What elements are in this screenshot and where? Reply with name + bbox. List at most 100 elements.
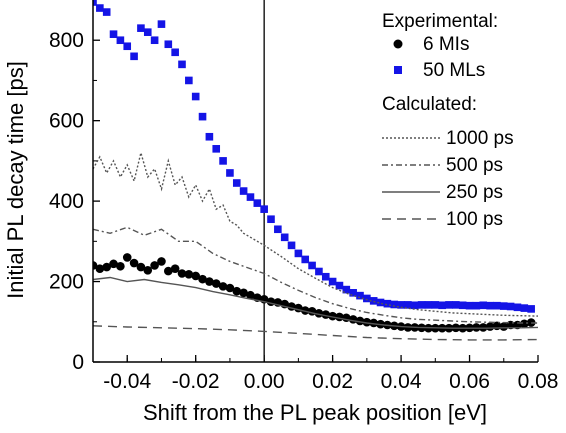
point-50-mls (424, 301, 433, 309)
point-6-mis (246, 290, 255, 300)
point-6-mis (225, 283, 235, 293)
point-6-mis (136, 262, 146, 272)
point-50-mls (226, 169, 234, 177)
point-50-mls (116, 36, 125, 45)
point-6-mis (109, 259, 118, 269)
point-6-mis (198, 274, 207, 284)
point-50-mls (513, 303, 522, 312)
x-tick-label: -0.04 (103, 370, 151, 393)
point-50-mls (404, 301, 412, 309)
point-50-mls (328, 277, 337, 286)
x-tick-label: 0.00 (244, 370, 285, 393)
point-50-mls (150, 36, 159, 45)
legend-label-250-ps: 250 ps (446, 182, 503, 203)
legend-marker-6-mis (393, 39, 403, 49)
point-50-mls (137, 24, 145, 32)
point-50-mls (410, 301, 419, 310)
point-6-mis (150, 261, 159, 270)
point-50-mls (164, 40, 173, 49)
point-50-mls (520, 304, 529, 312)
point-6-mis (369, 318, 378, 328)
point-50-mls (376, 298, 385, 307)
legend-label-100-ps: 100 ps (446, 209, 503, 230)
y-tick-label: 600 (49, 110, 84, 133)
point-50-mls (219, 157, 227, 165)
y-tick-label: 200 (49, 271, 84, 294)
point-50-mls (143, 28, 152, 36)
x-tick-label: -0.02 (172, 370, 220, 393)
point-50-mls (465, 301, 474, 310)
point-6-mis (191, 271, 200, 281)
point-6-mis (211, 279, 221, 288)
legend-experimental-heading: Experimental: (382, 11, 498, 32)
point-50-mls (301, 255, 310, 264)
series-line-1000-ps (93, 150, 538, 317)
point-50-mls (178, 60, 186, 69)
point-6-mis (102, 262, 111, 272)
point-50-mls (185, 76, 193, 85)
plot-area (93, 0, 538, 362)
point-6-mis (472, 323, 481, 332)
point-50-mls (349, 289, 357, 297)
point-50-mls (486, 301, 494, 310)
y-tick-label: 0 (72, 351, 84, 374)
point-6-mis (328, 311, 337, 321)
point-50-mls (102, 8, 111, 16)
y-axis-label: Initial PL decay time [ps] (3, 61, 28, 299)
point-50-mls (274, 225, 282, 234)
point-50-mls (458, 301, 467, 310)
legend-label-500-ps: 500 ps (446, 155, 503, 176)
point-6-mis (239, 288, 248, 298)
point-50-mls (506, 302, 515, 311)
point-50-mls (130, 52, 138, 61)
point-50-mls (267, 215, 275, 224)
point-6-mis (355, 316, 365, 326)
legend-label-50-mls: 50 MLs (423, 60, 485, 81)
x-tick-label: 0.08 (518, 370, 559, 393)
x-tick-label: 0.04 (381, 370, 422, 393)
point-50-mls (232, 179, 241, 187)
point-6-mis (177, 269, 187, 278)
point-50-mls (212, 145, 221, 153)
legend: Experimental: Calculated: 6 MIs 50 MLs 100… (382, 11, 514, 230)
point-50-mls (198, 112, 207, 121)
point-50-mls (445, 301, 453, 309)
point-6-mis (205, 277, 214, 286)
legend-calculated-heading: Calculated: (382, 94, 477, 115)
point-50-mls (390, 300, 399, 309)
y-tick-label: 400 (49, 190, 84, 213)
point-50-mls (417, 301, 426, 309)
point-50-mls (253, 199, 262, 207)
point-6-mis (143, 265, 153, 275)
point-50-mls (335, 281, 344, 290)
point-50-mls (321, 272, 330, 281)
point-50-mls (96, 4, 104, 12)
point-6-mis (116, 261, 125, 271)
point-50-mls (205, 132, 214, 141)
legend-marker-50-mls (394, 66, 402, 74)
point-50-mls (438, 301, 446, 310)
point-50-mls (308, 261, 316, 270)
point-50-mls (280, 233, 289, 242)
point-6-mis (300, 306, 310, 315)
point-50-mls (260, 205, 268, 213)
point-6-mis (362, 317, 372, 327)
x-axis-label: Shift from the PL peak position [eV] (143, 400, 487, 425)
point-50-mls (287, 241, 296, 250)
legend-label-1000-ps: 1000 ps (446, 128, 514, 149)
y-tick-label: 800 (49, 29, 84, 52)
point-50-mls (315, 267, 323, 276)
point-6-mis (520, 319, 529, 329)
series-line-250-ps (93, 276, 538, 329)
point-50-mls (356, 291, 364, 300)
point-50-mls (472, 301, 481, 310)
point-6-mis (129, 258, 139, 268)
point-6-mis (122, 253, 132, 262)
point-50-mls (171, 48, 179, 57)
point-6-mis (499, 322, 509, 331)
point-50-mls (431, 301, 440, 309)
point-50-mls (493, 301, 501, 310)
legend-label-6-mis: 6 MIs (423, 34, 469, 55)
series-line-500-ps (93, 226, 538, 324)
